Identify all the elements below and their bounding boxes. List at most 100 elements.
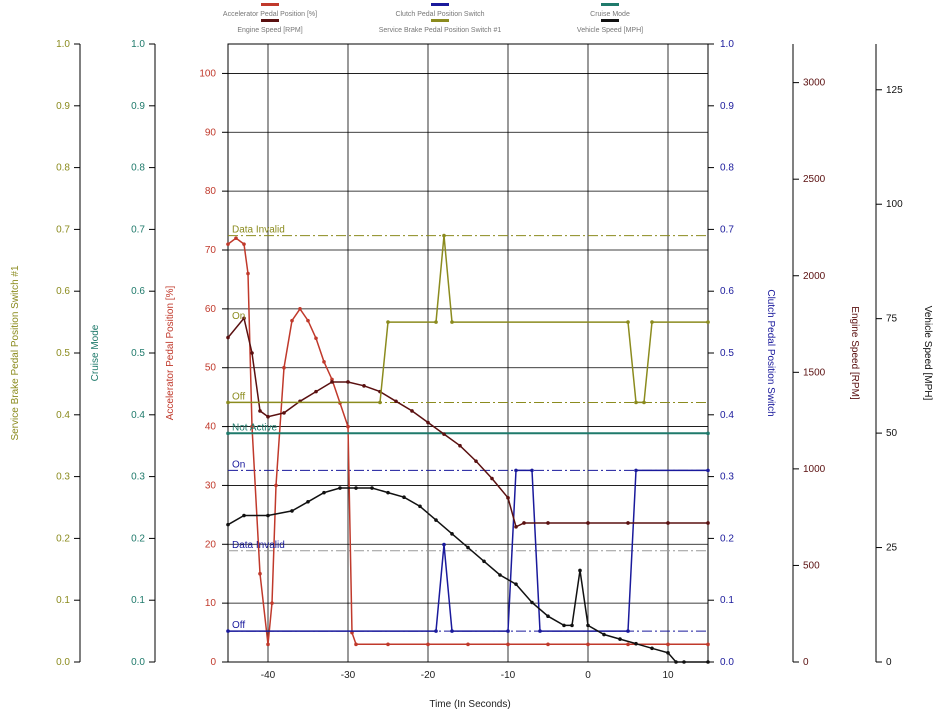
state-label: Off [232, 620, 245, 631]
tick-label-cruise: 0.8 [131, 163, 145, 174]
tick-label-clutch: 0.9 [720, 101, 734, 112]
series-line [227, 237, 708, 646]
data-point [306, 318, 310, 323]
x-tick-label: -30 [341, 670, 356, 681]
data-point [250, 351, 254, 355]
data-point [226, 431, 230, 436]
tick-label-brake: 0.1 [56, 595, 70, 606]
tick-label-rpm: 3000 [803, 78, 826, 89]
tick-label-clutch: 0.8 [720, 163, 734, 174]
data-point [466, 545, 470, 550]
data-point [246, 271, 250, 276]
data-point [450, 320, 454, 324]
state-label: Off [232, 391, 245, 402]
data-point [258, 571, 262, 576]
tick-label-rpm: 1000 [803, 464, 826, 475]
data-point [570, 623, 574, 628]
data-point [634, 468, 638, 473]
tick-label-cruise: 0.4 [131, 410, 145, 421]
tick-label-mph: 0 [886, 657, 892, 668]
data-point [338, 486, 342, 490]
data-point [706, 468, 710, 473]
data-point [410, 409, 414, 413]
data-point [650, 646, 654, 651]
data-point [434, 518, 438, 522]
data-point [306, 499, 310, 504]
data-point [242, 513, 246, 518]
tick-label-brake: 0.8 [56, 163, 70, 174]
data-point [626, 629, 630, 633]
axis-title-accel: Accelerator Pedal Position [%] [165, 286, 176, 421]
tick-label-rpm: 2500 [803, 174, 826, 185]
data-point [450, 532, 454, 536]
axis-title-cruise: Cruise Mode [90, 324, 101, 381]
tick-label-mph: 25 [886, 543, 898, 554]
data-point [586, 623, 590, 628]
data-point [634, 400, 638, 405]
tick-label-rpm: 500 [803, 560, 820, 571]
plot-frame [227, 43, 709, 663]
legend-swatch [601, 3, 619, 6]
legend-swatch [431, 3, 449, 6]
data-point [506, 496, 510, 500]
data-point [538, 629, 542, 633]
tick-label-accel: 0 [210, 657, 216, 668]
tick-label-brake: 0.0 [56, 657, 70, 668]
data-point [578, 568, 582, 573]
tick-label-clutch: 1.0 [720, 39, 734, 50]
data-point [258, 409, 262, 413]
data-point [282, 411, 286, 415]
data-point [498, 573, 502, 577]
data-point [442, 233, 446, 238]
data-point [354, 486, 358, 490]
data-point [666, 642, 670, 647]
tick-label-brake: 0.6 [56, 286, 70, 297]
tick-label-accel: 80 [205, 186, 217, 197]
tick-label-cruise: 0.7 [131, 224, 145, 235]
tick-label-clutch: 0.3 [720, 472, 734, 483]
series-line [227, 316, 708, 528]
legend-label: Engine Speed [RPM] [237, 27, 302, 34]
data-point [434, 320, 438, 324]
tick-label-accel: 60 [205, 304, 217, 315]
tick-label-brake: 1.0 [56, 39, 70, 50]
data-point [266, 642, 270, 647]
tick-label-accel: 20 [205, 539, 217, 550]
data-point [546, 614, 550, 619]
data-point [322, 490, 326, 495]
data-point [450, 629, 454, 633]
data-point [634, 641, 638, 646]
data-point [626, 521, 630, 525]
tick-label-accel: 90 [205, 127, 217, 138]
tick-label-brake: 0.5 [56, 348, 70, 359]
legend-label: Clutch Pedal Position Switch [395, 11, 484, 18]
data-point [514, 525, 518, 529]
data-point [482, 559, 486, 564]
data-point [506, 629, 510, 633]
data-point [466, 642, 470, 647]
data-point [514, 582, 518, 586]
axis-title-rpm: Engine Speed [RPM] [849, 306, 860, 400]
data-point [530, 468, 534, 473]
data-point [270, 601, 274, 605]
series-line [227, 487, 708, 663]
tick-label-brake: 0.4 [56, 410, 70, 421]
data-point [650, 320, 654, 324]
data-point [226, 400, 230, 405]
data-point [442, 542, 446, 547]
data-point [362, 384, 366, 388]
data-point [282, 365, 286, 370]
data-point [386, 490, 390, 495]
data-point [706, 660, 710, 664]
tick-label-mph: 50 [886, 428, 898, 439]
tick-label-brake: 0.2 [56, 533, 70, 544]
state-label: Data Invalid [232, 225, 285, 236]
tick-label-mph: 125 [886, 85, 903, 96]
data-point [402, 495, 406, 500]
legend-swatch [261, 3, 279, 6]
data-point [706, 521, 710, 525]
data-point [346, 424, 350, 429]
data-point [706, 431, 710, 436]
data-point [226, 335, 230, 340]
